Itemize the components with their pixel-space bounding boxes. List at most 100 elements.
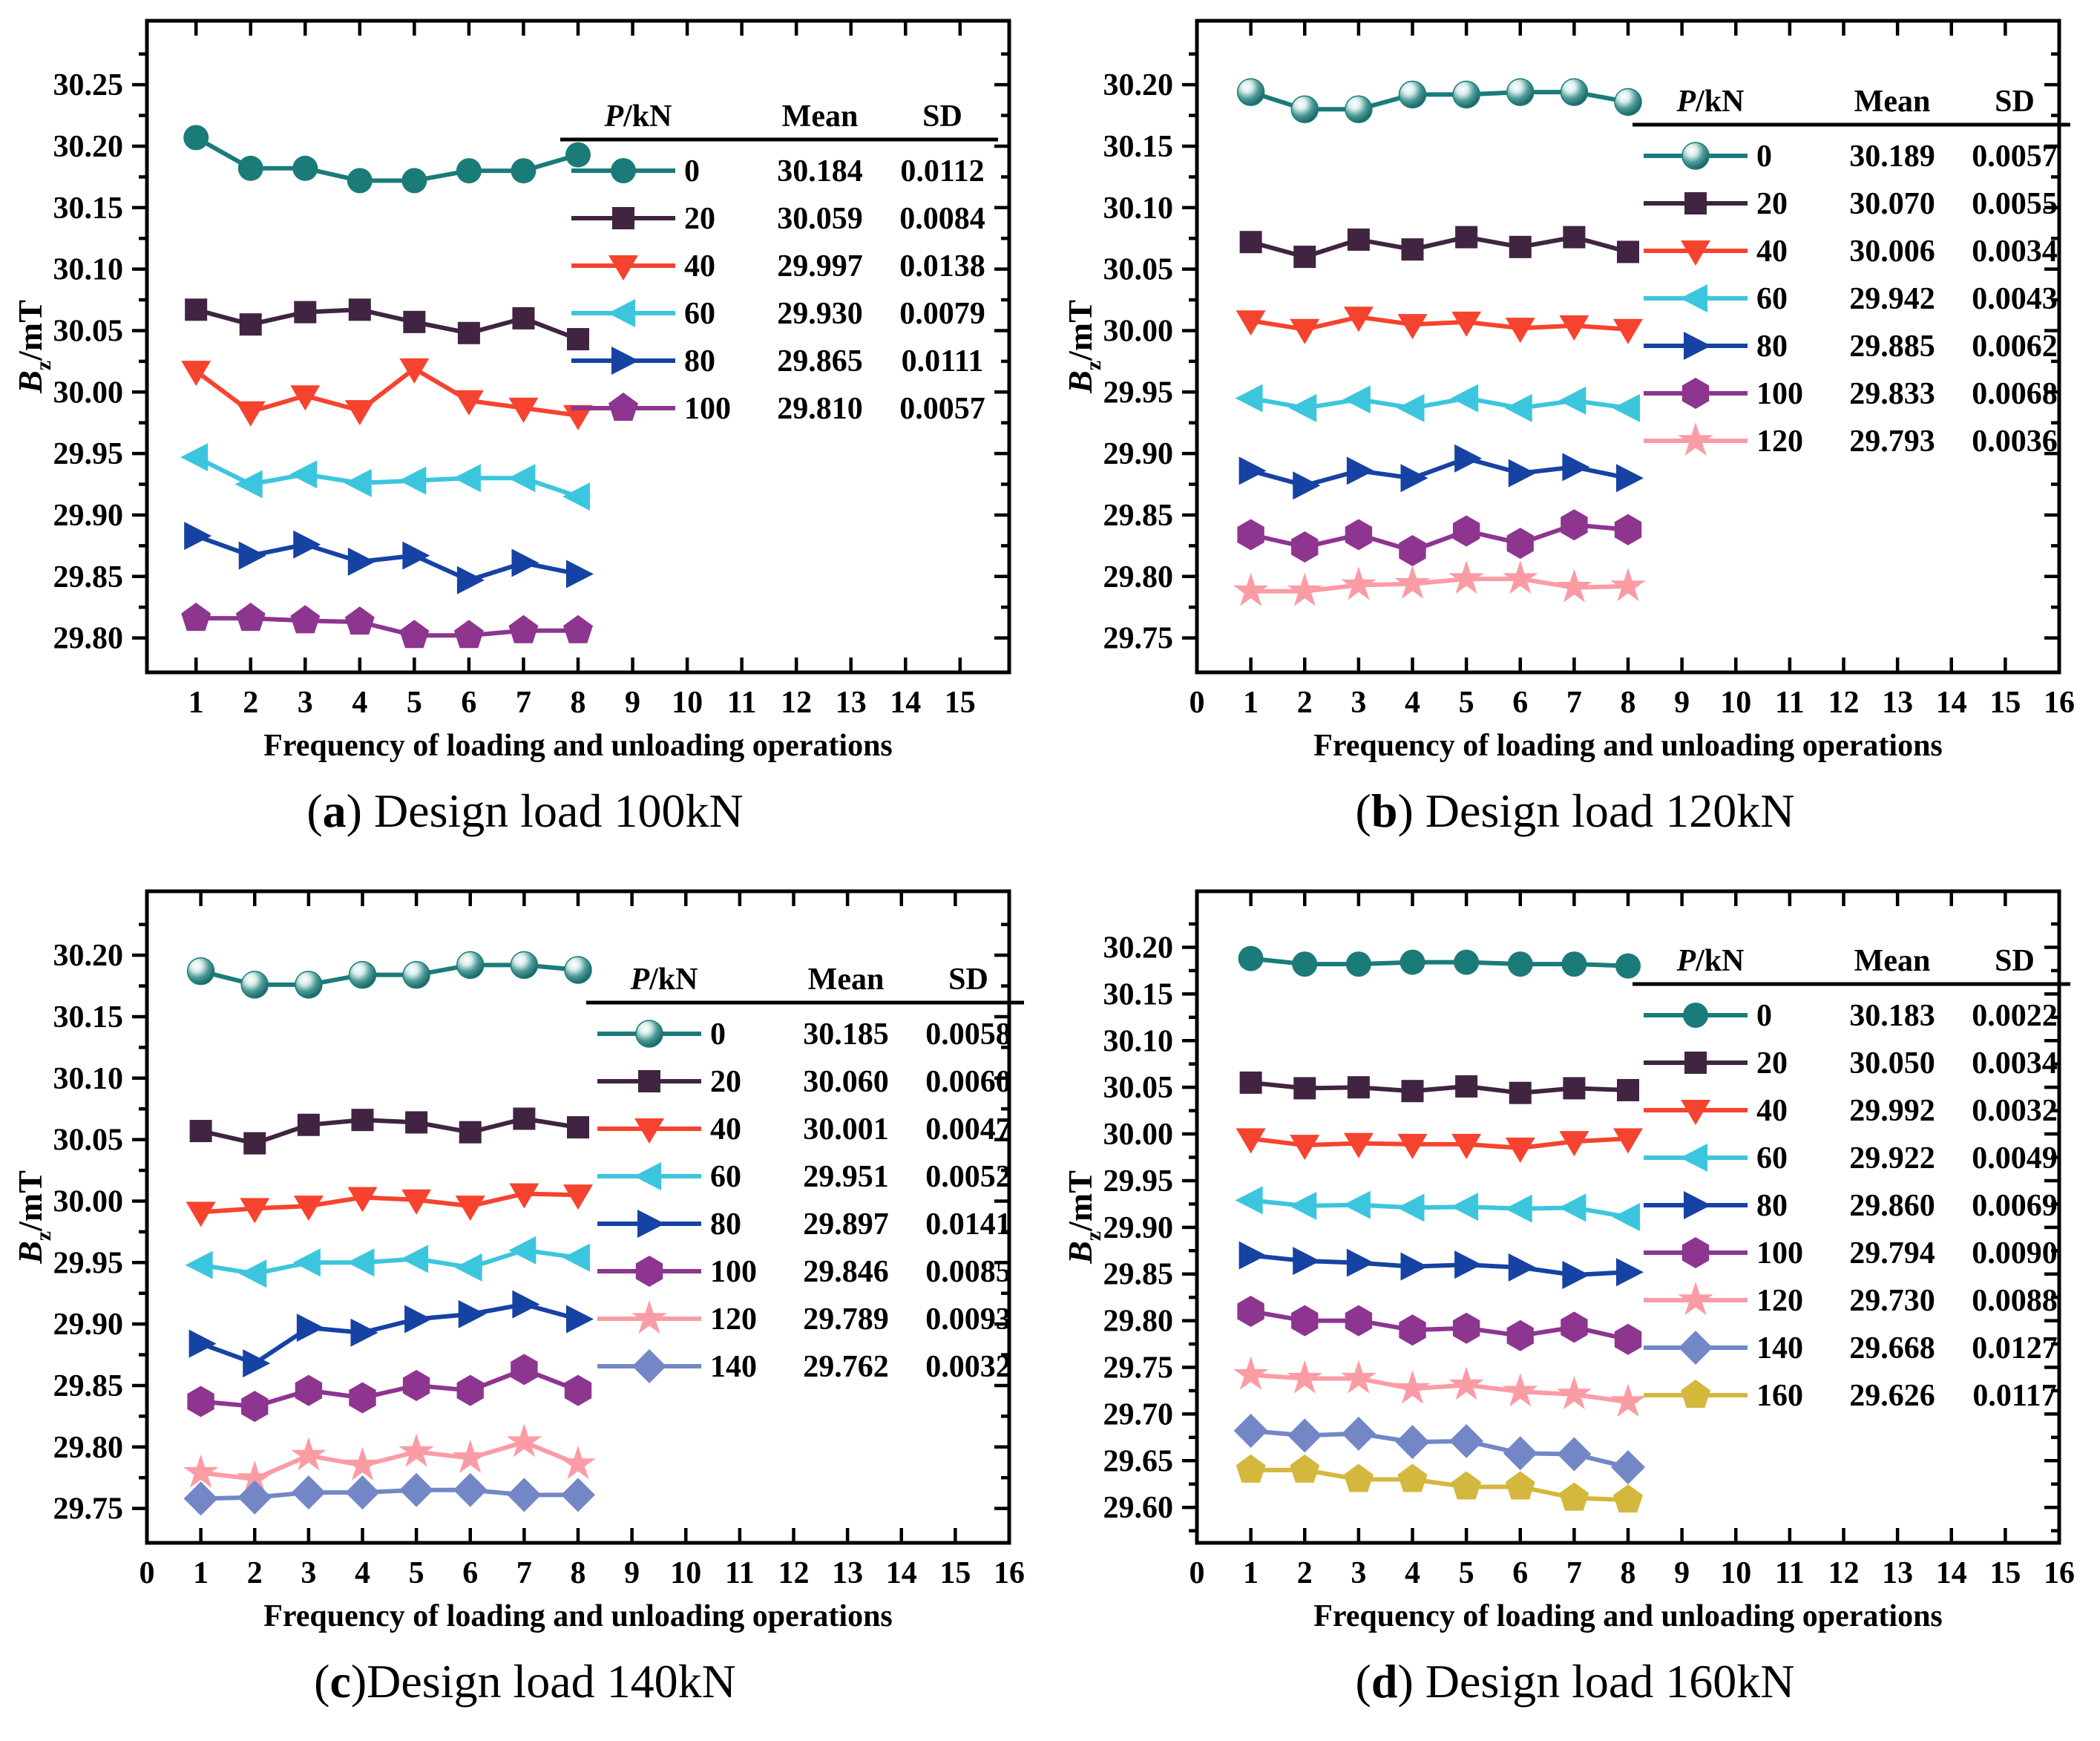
panel-c-caption: (c)Design load 140kN [0, 1650, 1050, 1741]
svg-text:12: 12 [1828, 1556, 1860, 1590]
svg-text:Mean: Mean [1854, 85, 1931, 119]
svg-text:15: 15 [939, 1556, 971, 1590]
svg-text:3: 3 [301, 1556, 316, 1590]
svg-text:30.189: 30.189 [1849, 140, 1935, 174]
svg-text:30.050: 30.050 [1849, 1046, 1935, 1081]
svg-text:29.65: 29.65 [1103, 1444, 1174, 1478]
svg-text:10: 10 [1720, 1556, 1751, 1590]
svg-text:SD: SD [1995, 944, 2035, 978]
series-80kN [1238, 444, 1644, 500]
svg-text:29.85: 29.85 [53, 1369, 124, 1403]
panel-a-plot: 30.25 30.20 30.15 30.10 30.05 30.00 29.95 29.90… [11, 19, 1011, 763]
svg-text:16: 16 [994, 1556, 1025, 1590]
series-20kN [189, 1107, 589, 1155]
series-140kN [183, 1472, 595, 1516]
svg-text:0.0088: 0.0088 [1972, 1284, 2058, 1318]
legend-row-60kN: 60 29.922 0.0049 [1644, 1141, 2058, 1176]
x-axis-title: Frequency of loading and unloading opera… [263, 729, 893, 763]
svg-text:30.15: 30.15 [1103, 130, 1174, 164]
svg-text:29.885: 29.885 [1849, 329, 1935, 364]
svg-text:12: 12 [778, 1556, 810, 1590]
svg-text:0.0093: 0.0093 [925, 1302, 1011, 1337]
svg-text:15: 15 [1989, 1556, 2021, 1590]
svg-text:29.85: 29.85 [1103, 499, 1174, 533]
svg-text:0: 0 [1190, 1556, 1205, 1590]
svg-text:0.0085: 0.0085 [925, 1255, 1011, 1289]
svg-text:29.80: 29.80 [53, 1431, 124, 1465]
svg-text:30.05: 30.05 [53, 314, 124, 348]
svg-text:13: 13 [1882, 1556, 1913, 1590]
svg-text:2: 2 [247, 1556, 263, 1590]
svg-text:30.20: 30.20 [53, 939, 124, 973]
svg-text:0.0036: 0.0036 [1972, 424, 2058, 459]
series-40kN [186, 1183, 593, 1227]
svg-text:30.059: 30.059 [777, 202, 863, 236]
legend-row-120kN: 120 29.730 0.0088 [1644, 1282, 2058, 1318]
panel-a-chart-host: 30.25 30.20 30.15 30.10 30.05 30.00 29.95 29.90… [0, 0, 1050, 779]
svg-text:SD: SD [922, 99, 962, 134]
svg-text:0.0034: 0.0034 [1972, 235, 2058, 269]
svg-text:7: 7 [1566, 1556, 1582, 1590]
series-100kN [1237, 509, 1642, 566]
caption-text: Design load 160kN [1413, 1655, 1795, 1708]
svg-text:3: 3 [298, 686, 313, 720]
svg-text:29.85: 29.85 [1103, 1258, 1174, 1292]
series-60kN [180, 443, 590, 511]
svg-text:15: 15 [1989, 686, 2021, 720]
svg-text:0.0052: 0.0052 [925, 1160, 1011, 1194]
svg-text:29.668: 29.668 [1849, 1331, 1935, 1365]
svg-text:140: 140 [710, 1350, 757, 1384]
x-tick-labels: 0 1 2 3 4 5 6 7 8 9 10 11 12 13 14 15 16 [1190, 1556, 2076, 1590]
svg-text:30.060: 30.060 [803, 1065, 889, 1099]
panel-d: 30.20 30.15 30.10 30.05 30.00 29.95 29.90 29.85… [1050, 870, 2100, 1741]
svg-text:120: 120 [710, 1302, 757, 1337]
svg-text:29.90: 29.90 [1103, 1211, 1174, 1245]
svg-text:0: 0 [1756, 140, 1772, 174]
legend-row-0kN: 0 30.189 0.0057 [1644, 140, 2058, 174]
svg-text:29.833: 29.833 [1849, 377, 1935, 411]
svg-text:30.15: 30.15 [53, 191, 124, 226]
svg-text:16: 16 [2044, 1556, 2075, 1590]
series-0kN [1238, 945, 1641, 979]
svg-text:6: 6 [462, 1556, 478, 1590]
svg-text:2: 2 [243, 686, 258, 720]
svg-text:29.810: 29.810 [777, 392, 863, 426]
svg-text:30.05: 30.05 [1103, 1071, 1174, 1105]
series-20kN [1239, 226, 1639, 269]
series-80kN [188, 1290, 594, 1378]
svg-text:160: 160 [1756, 1379, 1803, 1413]
svg-text:0: 0 [1190, 686, 1205, 720]
svg-text:80: 80 [1756, 329, 1788, 364]
svg-text:29.95: 29.95 [1103, 1164, 1174, 1199]
svg-text:30.00: 30.00 [1103, 314, 1174, 348]
y-tick-labels: 30.20 30.15 30.10 30.05 30.00 29.95 29.90 29.85… [1103, 68, 1174, 655]
svg-text:1: 1 [1243, 686, 1259, 720]
svg-text:29.793: 29.793 [1849, 424, 1935, 459]
svg-text:14: 14 [1936, 686, 1967, 720]
svg-text:29.90: 29.90 [1103, 437, 1174, 471]
series-100kN [187, 1354, 592, 1423]
svg-text:40: 40 [1756, 1094, 1788, 1128]
legend-row-20kN: 20 30.060 0.0060 [597, 1065, 1011, 1099]
svg-text:80: 80 [710, 1207, 741, 1242]
legend-row-140kN: 140 29.762 0.0032 [597, 1349, 1011, 1384]
svg-text:12: 12 [1828, 686, 1860, 720]
svg-text:30.10: 30.10 [1103, 1024, 1174, 1058]
svg-text:4: 4 [1405, 686, 1420, 720]
svg-text:30.070: 30.070 [1849, 187, 1935, 221]
svg-text:60: 60 [1756, 1141, 1788, 1176]
svg-text:3: 3 [1351, 1556, 1366, 1590]
svg-text:29.95: 29.95 [53, 1246, 124, 1280]
caption-index: (d) [1355, 1655, 1414, 1708]
svg-text:100: 100 [1756, 377, 1803, 411]
svg-text:16: 16 [2044, 686, 2075, 720]
caption-text: Design load 100kN [361, 784, 744, 837]
svg-text:29.60: 29.60 [1103, 1491, 1174, 1525]
panel-c-plot: 30.20 30.15 30.10 30.05 30.00 29.95 29.90 29.85… [11, 889, 1025, 1633]
svg-text:60: 60 [684, 297, 715, 331]
svg-text:30.15: 30.15 [53, 1000, 124, 1035]
legend-row-0kN: 0 30.185 0.0058 [597, 1017, 1011, 1052]
svg-text:29.70: 29.70 [1103, 1397, 1174, 1432]
series-20kN [185, 298, 589, 351]
series-40kN [181, 358, 593, 430]
